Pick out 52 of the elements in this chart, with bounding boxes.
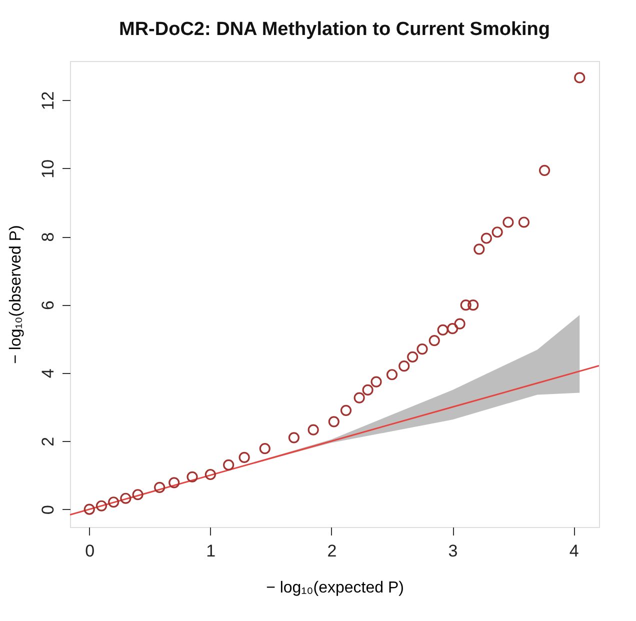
x-tick-label: 4 (569, 542, 579, 560)
point (370, 376, 382, 388)
y-tick-label: 0 (38, 505, 58, 515)
x-tick-label: 2 (327, 542, 337, 560)
x-axis-title: − log₁₀(expected P) (266, 580, 404, 596)
point (398, 360, 410, 372)
y-tick-label: 12 (38, 91, 58, 110)
y-tick-label: 6 (38, 300, 58, 310)
point (416, 344, 428, 355)
line-series (70, 365, 599, 516)
point (518, 216, 530, 228)
point (502, 216, 514, 228)
point (446, 323, 458, 334)
point (362, 384, 374, 396)
point (132, 489, 144, 500)
point (204, 468, 216, 480)
point (154, 482, 166, 493)
y-tick-label: 8 (38, 232, 58, 242)
point (474, 244, 485, 255)
point (492, 226, 503, 238)
point (168, 477, 180, 488)
point (468, 300, 479, 311)
point (480, 232, 492, 244)
point (84, 504, 95, 515)
point (386, 369, 398, 380)
point (120, 492, 132, 504)
chart-title: MR-DoC2: DNA Methylation to Current Smoking (118, 19, 550, 40)
y-tick-label: 10 (38, 159, 58, 178)
point (259, 443, 270, 454)
x-tick-label: 1 (206, 542, 216, 560)
point (288, 432, 300, 444)
point (460, 300, 472, 311)
point (574, 72, 586, 84)
point (354, 392, 365, 404)
point (308, 424, 319, 436)
point (437, 324, 448, 336)
y-tick-label: 4 (38, 368, 58, 378)
point (340, 404, 352, 416)
point (328, 416, 340, 428)
y-axis-title: − log₁₀(observed P) (8, 225, 24, 364)
y-tick-label: 2 (38, 436, 58, 446)
point (428, 335, 440, 346)
point (238, 452, 250, 463)
point (186, 471, 198, 482)
point (454, 318, 466, 330)
point (108, 496, 120, 508)
point (96, 500, 108, 512)
x-tick-label: 3 (448, 542, 458, 560)
point (223, 459, 234, 470)
point (538, 164, 550, 176)
point (407, 351, 418, 362)
x-tick-label: 0 (85, 542, 95, 560)
